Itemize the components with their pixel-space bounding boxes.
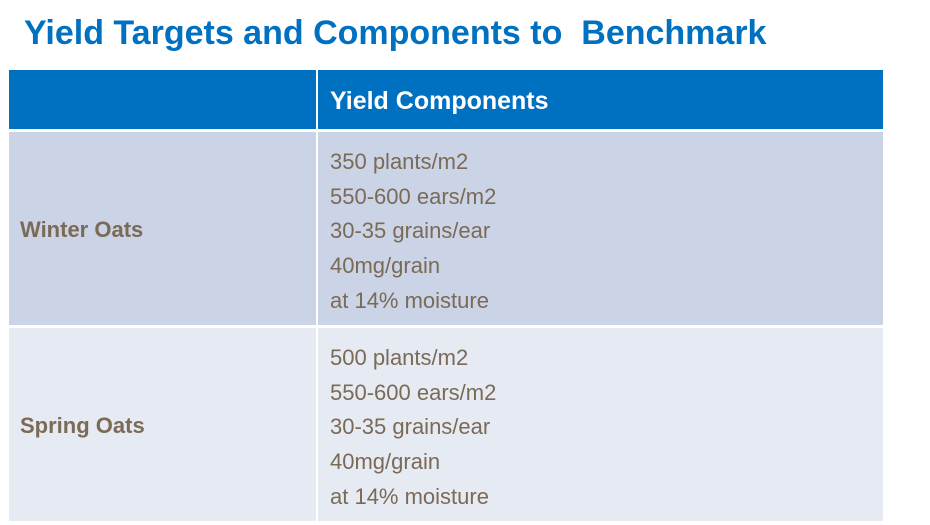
component-line: at 14% moisture bbox=[330, 287, 489, 313]
header-cell-empty bbox=[9, 70, 316, 129]
table-header-row: Yield Components bbox=[9, 70, 883, 129]
component-line: 40mg/grain bbox=[330, 449, 441, 475]
component-line: 30-35 grains/ear bbox=[330, 218, 491, 244]
slide-title: Yield Targets and Components to Benchmar… bbox=[24, 14, 767, 52]
components-cell: 350 plants/m2 550-600 ears/m2 30-35 grai… bbox=[318, 132, 883, 325]
header-cell-yield-components: Yield Components bbox=[318, 70, 883, 129]
component-line: at 14% moisture bbox=[330, 483, 489, 509]
crop-cell: Winter Oats bbox=[9, 132, 316, 325]
table-row: Winter Oats 350 plants/m2 550-600 ears/m… bbox=[9, 132, 883, 325]
component-line: 40mg/grain bbox=[330, 253, 441, 279]
component-line: 350 plants/m2 bbox=[330, 149, 469, 174]
table-row: Spring Oats 500 plants/m2 550-600 ears/m… bbox=[9, 328, 883, 521]
component-line: 550-600 ears/m2 bbox=[330, 379, 497, 405]
component-line: 30-35 grains/ear bbox=[330, 414, 491, 440]
components-cell: 500 plants/m2 550-600 ears/m2 30-35 grai… bbox=[318, 328, 883, 521]
component-line: 550-600 ears/m2 bbox=[330, 183, 497, 209]
crop-cell: Spring Oats bbox=[9, 328, 316, 521]
yield-table: Yield Components Winter Oats 350 plants/… bbox=[9, 70, 883, 521]
component-line: 500 plants/m2 bbox=[330, 345, 469, 370]
